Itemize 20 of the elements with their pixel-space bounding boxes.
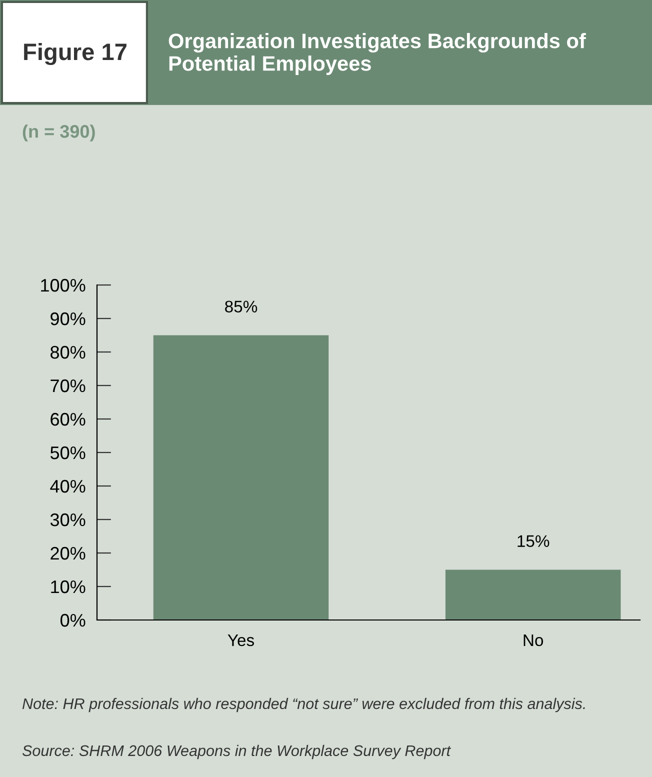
chart-subtitle: (n = 390) (22, 124, 95, 142)
y-tick-label: 40% (50, 480, 86, 493)
y-tick-label: 100% (41, 278, 86, 292)
x-tick-label: No (524, 634, 544, 646)
y-tick-label: 10% (51, 580, 86, 594)
y-tick-label: 20% (50, 546, 86, 560)
y-tick-label: 60% (50, 412, 86, 426)
y-tick-label: 50% (50, 446, 86, 460)
y-tick-label: 70% (50, 379, 86, 392)
y-tick-label: 80% (50, 346, 86, 359)
y-tick-label: 0% (60, 614, 86, 627)
x-tick-label: Yes (228, 634, 254, 646)
data-label: 15% (518, 535, 550, 548)
y-tick-label: 90% (50, 312, 86, 326)
chart-title: Organization Investigates Backgrounds of Potential Employees (168, 33, 586, 75)
text: Note: HR professionals who responded “not sure” were excluded from this analysis. (22, 698, 585, 712)
source-note: Source: SHRM 2006 Weapons in the Workplace Survey Report (22, 744, 452, 760)
y-tick-label: 30% (50, 513, 86, 526)
caption: Figure 17 (24, 42, 126, 66)
data-label: 85% (225, 300, 258, 313)
